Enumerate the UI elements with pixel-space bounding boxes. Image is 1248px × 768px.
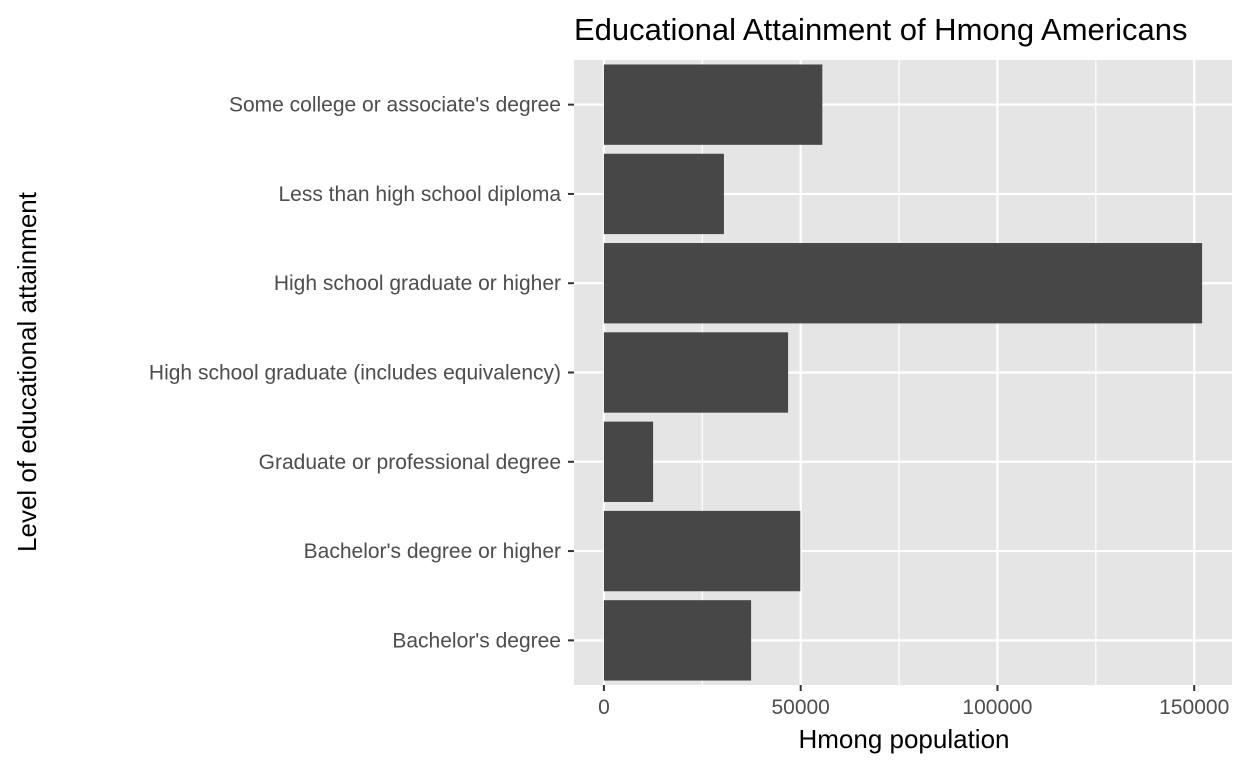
bars [603,64,1203,681]
bar [603,510,801,592]
y-tick-label: Less than high school diploma [278,183,561,206]
bar [603,243,1203,324]
bar [603,332,789,413]
y-axis: Some college or associate's degree Less t… [149,94,574,652]
y-tick-label: Bachelor's degree or higher [304,540,561,563]
y-tick-label: Bachelor's degree [392,629,561,652]
x-tick-label: 50000 [771,696,829,719]
x-tick-label: 150000 [1159,696,1229,719]
y-tick-label: High school graduate (includes equivalen… [149,362,561,385]
bar [603,64,823,145]
bar [603,600,752,681]
x-tick-label: 0 [598,696,610,719]
x-tick-label: 100000 [962,696,1032,719]
y-tick-label: Graduate or professional degree [259,451,561,474]
bar [603,153,724,235]
y-tick-label: Some college or associate's degree [229,94,561,117]
bar [603,421,654,502]
chart-title: Educational Attainment of Hmong American… [574,12,1187,47]
y-axis-title: Level of educational attainment [12,191,42,552]
y-tick-label: High school graduate or higher [274,272,561,295]
x-axis-title: Hmong population [798,724,1009,754]
x-axis: 0 50000 100000 150000 [598,685,1229,719]
